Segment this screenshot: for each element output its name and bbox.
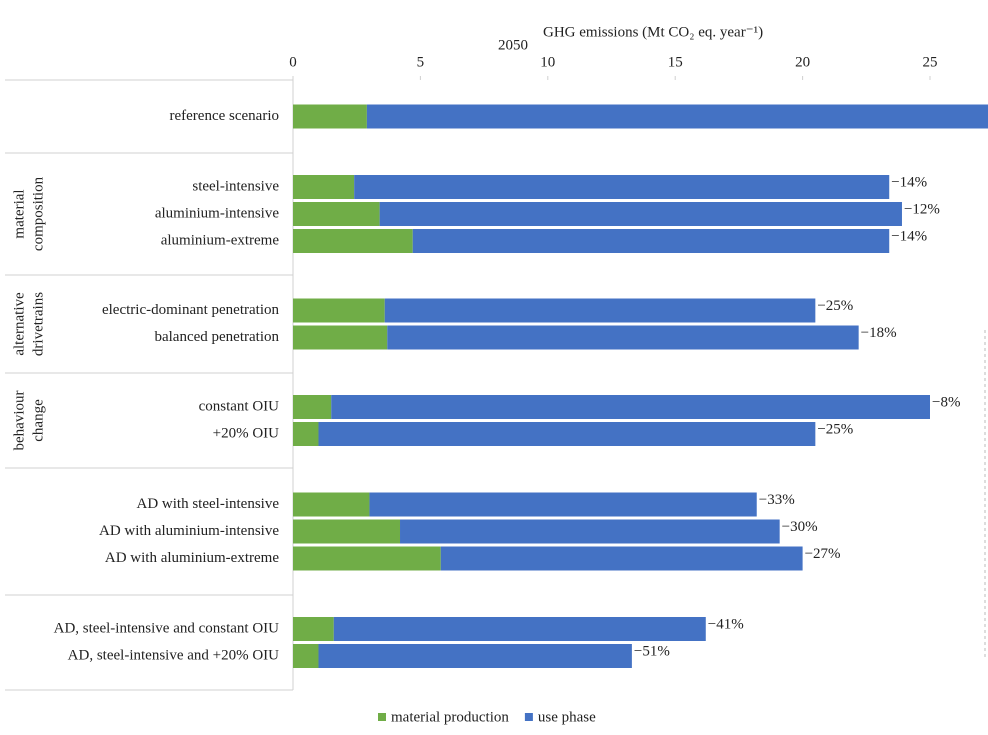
bar-segment [293,298,385,323]
change-label: −12% [904,201,940,217]
bar-segment [384,298,816,323]
category-label: +20% OIU [213,425,280,441]
x-tick-label: 10 [540,54,555,70]
change-label: −14% [891,228,927,244]
bar-segment [366,104,988,129]
bar-segment [293,175,355,199]
change-label: −25% [817,298,853,314]
bar-segment [293,422,319,446]
group-label: alternative [11,292,27,356]
category-label: electric-dominant penetration [102,302,280,318]
group-label: material [11,189,27,238]
bar-segment [379,202,902,226]
category-label: AD with aluminium-extreme [105,550,279,566]
bar-segment [293,325,388,350]
category-label: AD, steel-intensive and constant OIU [54,620,280,636]
change-label: −33% [759,492,795,508]
bar-segment [331,395,931,419]
category-label: steel-intensive [192,178,279,194]
group-label: drivetrains [30,292,46,356]
change-label: −27% [805,546,841,562]
legend-label: use phase [538,709,596,725]
bar-segment [354,175,890,199]
bar-segment [333,617,706,641]
bar-segment [387,325,859,350]
bar-segment [440,546,803,571]
x-tick-label: 5 [417,54,425,70]
legend-swatch [524,713,533,721]
change-label: −30% [782,519,818,535]
bar-segment [293,492,370,517]
bar-segment [400,519,780,544]
legend-label: material production [391,709,509,725]
change-label: −14% [891,174,927,190]
x-tick-label: 25 [923,54,938,70]
bar-segment [412,229,890,253]
x-tick-label: 0 [289,54,297,70]
x-tick-label: 20 [795,54,810,70]
category-label: AD with steel-intensive [137,496,280,512]
bar-segment [293,546,441,571]
bar-segment [293,104,367,129]
bar-segment [293,644,319,668]
bar-segment [293,229,413,253]
x-axis-label: GHG emissions (Mt CO₂ eq. year⁻¹) [543,24,763,40]
category-label: constant OIU [199,398,280,414]
group-label: behaviour [11,391,27,451]
change-label: −25% [817,421,853,437]
change-label: −51% [634,643,670,659]
category-label: AD, steel-intensive and +20% OIU [68,647,279,663]
category-label: aluminium-extreme [161,232,280,248]
group-label: composition [30,176,46,251]
bar-segment [293,617,334,641]
bar-segment [293,519,401,544]
group-label: change [30,399,46,442]
x-tick-label: 15 [668,54,683,70]
title: 2050 [498,37,528,53]
change-label: −41% [708,616,744,632]
category-label: reference scenario [170,108,280,124]
bar-segment [369,492,757,517]
bar-segment [318,644,632,668]
change-label: −18% [861,325,897,341]
legend-swatch [378,713,386,721]
category-label: balanced penetration [154,329,279,345]
category-label: aluminium-intensive [155,205,279,221]
bar-segment [293,395,332,419]
bar-segment [318,422,816,446]
category-label: AD with aluminium-intensive [99,523,279,539]
change-label: −8% [932,394,960,410]
bar-segment [293,202,380,226]
